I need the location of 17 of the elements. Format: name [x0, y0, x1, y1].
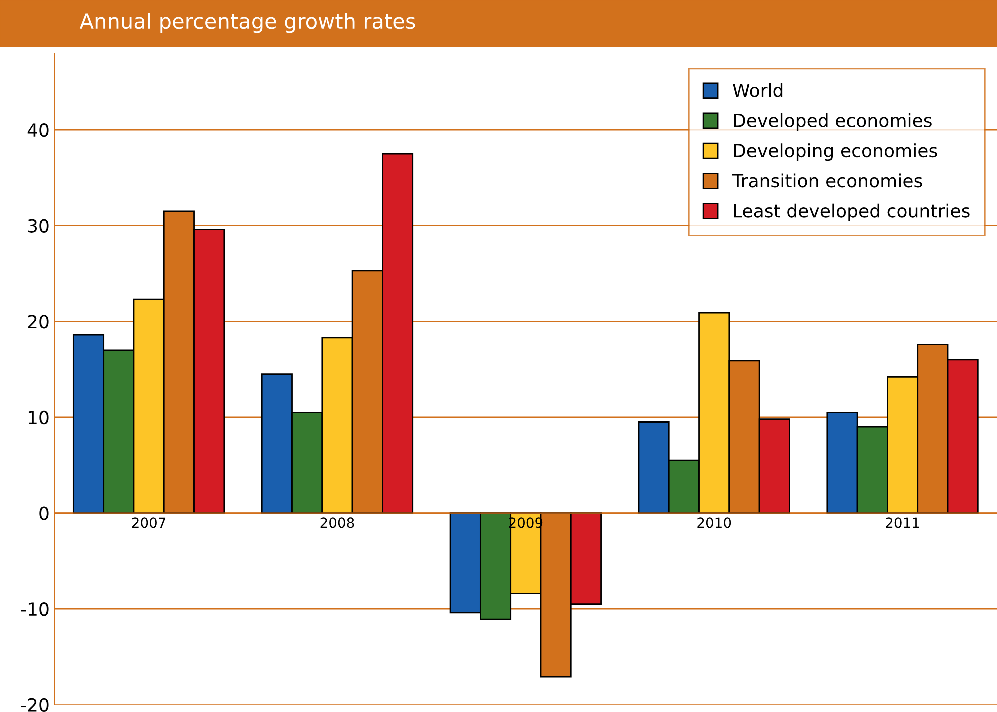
x-tick-label: 2011 [886, 518, 920, 528]
legend-label: Transition economies [732, 174, 922, 188]
legend-label: Developed economies [734, 114, 932, 131]
y-tick-label: -10 [21, 602, 49, 616]
legend-label: Least developed countries [734, 204, 970, 222]
x-tick-label: 2007 [132, 518, 166, 528]
y-tick-label: 0 [40, 506, 49, 520]
y-tick-label: 10 [28, 410, 49, 425]
x-tick-label: 2008 [320, 518, 354, 528]
y-tick-label: 30 [28, 219, 49, 233]
y-tick-label: 40 [28, 124, 49, 138]
chart-title: Annual percentage growth rates [80, 13, 416, 34]
x-tick-label: 2010 [698, 518, 732, 528]
legend-label: Developing economies [734, 144, 938, 162]
y-tick-label: -20 [21, 698, 49, 712]
y-tick-label: 20 [28, 315, 49, 329]
legend-label: World [733, 83, 783, 98]
